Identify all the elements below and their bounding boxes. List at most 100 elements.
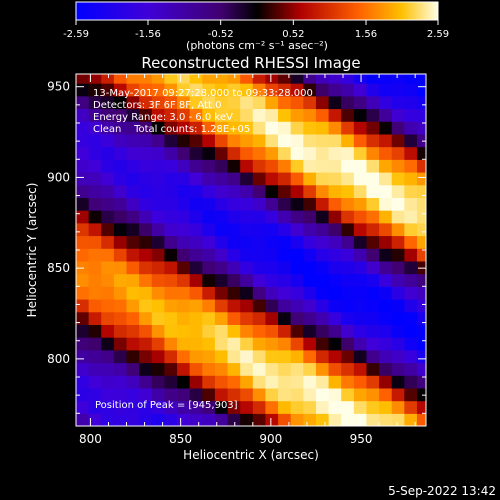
heatmap-cell [227, 235, 241, 249]
heatmap-cell [391, 413, 405, 426]
heatmap-cell [76, 387, 90, 402]
heatmap-cell [88, 197, 102, 211]
heatmap-cell [214, 210, 229, 224]
heatmap-cell [88, 108, 102, 122]
footer-timestamp: 5-Sep-2022 13:42 [388, 484, 496, 498]
heatmap-cell [139, 210, 153, 224]
colorbar-tick-label: -0.52 [208, 29, 234, 40]
heatmap-cell [76, 146, 90, 160]
heatmap-cell [404, 83, 418, 97]
heatmap-cell [189, 184, 203, 198]
heatmap-cell [240, 95, 254, 110]
heatmap-cell [379, 95, 393, 110]
heatmap-cell [240, 222, 254, 237]
heatmap-cell [303, 324, 317, 338]
heatmap-cell [328, 95, 342, 110]
heatmap-cell [366, 387, 380, 402]
heatmap-cell [240, 286, 254, 300]
heatmap-cell [315, 260, 330, 275]
heatmap-cell [189, 273, 203, 287]
heatmap-cell [252, 146, 267, 160]
heatmap-cell [315, 387, 330, 402]
heatmap-cell [126, 121, 140, 135]
heatmap-cell [315, 121, 330, 135]
heatmap-cell [341, 375, 355, 389]
heatmap-cell [151, 324, 165, 338]
heatmap-cell [177, 171, 191, 186]
heatmap-cell [214, 311, 229, 325]
heatmap-cell [341, 121, 355, 135]
heatmap-cell [391, 387, 405, 402]
heatmap-cell [353, 260, 368, 275]
heatmap-cell [328, 108, 342, 122]
heatmap-cell [202, 235, 216, 249]
heatmap-cell [404, 324, 418, 338]
heatmap-cell [240, 413, 254, 426]
heatmap-cell [202, 171, 216, 186]
heatmap-cell [126, 387, 140, 402]
heatmap-cell [379, 235, 393, 249]
heatmap-cell [240, 83, 254, 97]
heatmap-cell [139, 260, 153, 275]
heatmap-cell [391, 375, 405, 389]
heatmap-cell [328, 248, 342, 262]
heatmap-cell [328, 400, 342, 414]
heatmap-cell [265, 349, 279, 364]
heatmap-cell [341, 222, 355, 237]
colorbar-ticks: -2.59 -1.56 -0.52 0.52 1.56 2.59 [63, 20, 449, 40]
heatmap-cell [126, 95, 140, 110]
heatmap-cell [416, 400, 426, 414]
heatmap-cell [379, 273, 393, 287]
heatmap-cell [265, 83, 279, 97]
heatmap-cell [252, 324, 267, 338]
heatmap-cell [265, 197, 279, 211]
heatmap-cell [76, 210, 90, 224]
heatmap-cell [353, 74, 368, 84]
heatmap-cell [353, 210, 368, 224]
heatmap-cell [353, 311, 368, 325]
heatmap-cell [303, 273, 317, 287]
heatmap-cell [139, 362, 153, 376]
colorbar-tick-label: 1.56 [355, 29, 377, 40]
heatmap-cell [303, 337, 317, 351]
heatmap-cell [126, 210, 140, 224]
heatmap-cell [101, 210, 115, 224]
heatmap-cell [101, 133, 115, 148]
heatmap-cell [341, 171, 355, 186]
heatmap-cell [328, 197, 342, 211]
heatmap-cell [416, 74, 426, 84]
heatmap-cell [391, 74, 405, 84]
heatmap-cell [189, 400, 203, 414]
heatmap-cell [366, 95, 380, 110]
heatmap-cell [88, 248, 102, 262]
heatmap-cell [265, 235, 279, 249]
heatmap-cell [202, 197, 216, 211]
heatmap-cell [341, 235, 355, 249]
heatmap-cell [265, 159, 279, 173]
heatmap-cell [303, 400, 317, 414]
heatmap-cell [88, 298, 102, 313]
heatmap-cell [265, 298, 279, 313]
heatmap-cell [315, 311, 330, 325]
heatmap-cell [303, 146, 317, 160]
heatmap-cell [265, 210, 279, 224]
heatmap-cell [214, 159, 229, 173]
heatmap-cell [139, 184, 153, 198]
heatmap-cell [328, 210, 342, 224]
heatmap-cell [353, 375, 368, 389]
heatmap-cell [101, 298, 115, 313]
heatmap-cell [164, 260, 178, 275]
heatmap-cell [126, 171, 140, 186]
heatmap-cell [252, 197, 267, 211]
heatmap-cell [101, 197, 115, 211]
heatmap-cell [88, 184, 102, 198]
heatmap-cell [315, 133, 330, 148]
heatmap-cell [379, 74, 393, 84]
heatmap-cell [252, 184, 267, 198]
heatmap-cell [353, 248, 368, 262]
heatmap-cell [177, 197, 191, 211]
heatmap-cell [101, 74, 115, 84]
heatmap-cell [416, 133, 426, 148]
heatmap-cell [76, 133, 90, 148]
heatmap-cell [366, 210, 380, 224]
